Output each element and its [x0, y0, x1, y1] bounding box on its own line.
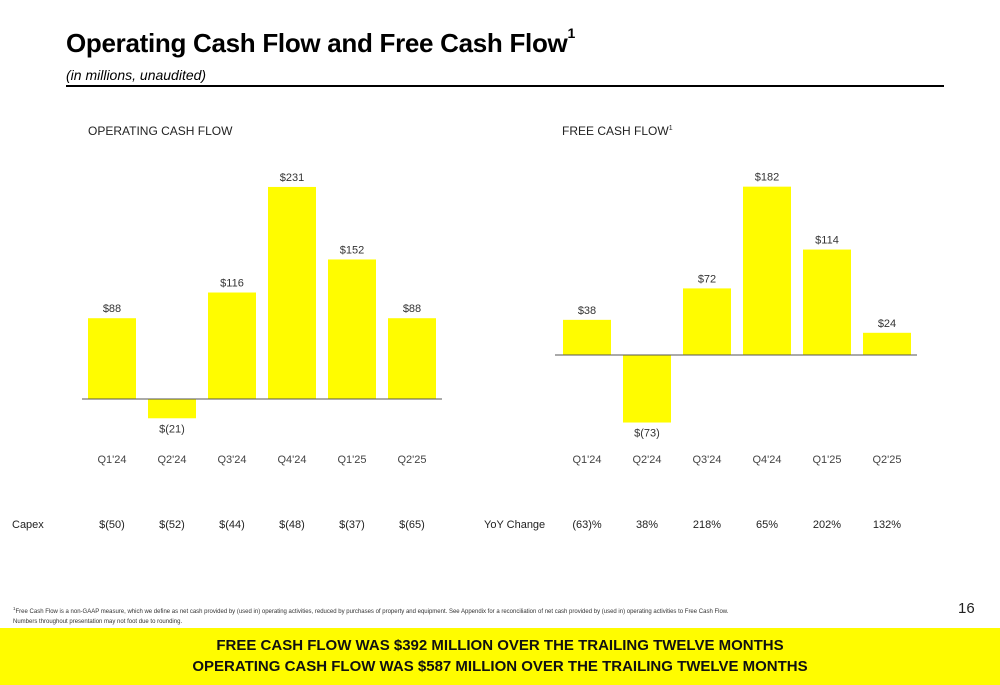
- ocf-chart-title: OPERATING CASH FLOW: [88, 124, 232, 138]
- ocf-chart-title-text: OPERATING CASH FLOW: [88, 124, 233, 138]
- fcf-tick-label-2: Q3'24: [692, 454, 721, 466]
- fcf-bar-5: [863, 332, 911, 355]
- capex-value-3: $(48): [279, 519, 305, 531]
- ocf-data-label-2: $116: [220, 278, 244, 290]
- ocf-tick-label-3: Q4'24: [277, 454, 306, 466]
- capex-label: Capex: [12, 519, 44, 531]
- header-divider: [66, 85, 944, 87]
- capex-value-2: $(44): [219, 519, 245, 531]
- ocf-data-label-1: $(21): [159, 423, 185, 435]
- fcf-bar-4: [803, 249, 851, 355]
- yoy-value-5: 132%: [872, 519, 902, 531]
- fcf-data-label-5: $24: [878, 318, 896, 330]
- capex-value-0: $(50): [99, 519, 125, 531]
- ocf-tick-label-1: Q2'24: [157, 454, 186, 466]
- yoy-value-2: 218%: [692, 519, 722, 531]
- footnote-line-1: Free Cash Flow is a non-GAAP measure, wh…: [15, 609, 729, 615]
- capex-value-5: $(65): [399, 519, 425, 531]
- yoy-value-4: 202%: [812, 519, 842, 531]
- ocf-bar-0: [88, 318, 136, 399]
- fcf-tick-label-5: Q2'25: [872, 454, 901, 466]
- page-title-footnote-marker: 1: [567, 25, 575, 42]
- banner-line-1: FREE CASH FLOW WAS $392 MILLION OVER THE…: [216, 637, 784, 654]
- fcf-chart-title-sup: 1: [668, 125, 673, 132]
- page-number: 16: [958, 600, 975, 617]
- ocf-tick-label-0: Q1'24: [97, 454, 126, 466]
- ocf-data-label-0: $88: [103, 303, 121, 315]
- fcf-data-label-1: $(73): [634, 428, 660, 440]
- ocf-bar-5: [388, 318, 436, 399]
- fcf-chart-title: FREE CASH FLOW1: [562, 124, 673, 138]
- fcf-data-label-4: $114: [815, 235, 839, 247]
- yoy-value-3: 65%: [755, 519, 779, 531]
- capex-value-4: $(37): [339, 519, 365, 531]
- banner-line-2: OPERATING CASH FLOW WAS $587 MILLION OVE…: [192, 658, 808, 675]
- summary-banner: FREE CASH FLOW WAS $392 MILLION OVER THE…: [0, 628, 1000, 685]
- yoy-label: YoY Change: [484, 519, 546, 531]
- fcf-data-label-3: $182: [755, 172, 779, 184]
- fcf-bar-2: [683, 288, 731, 355]
- fcf-tick-label-4: Q1'25: [812, 454, 841, 466]
- fcf-bar-3: [743, 186, 791, 355]
- capex-value-1: $(52): [159, 519, 185, 531]
- page-subtitle: (in millions, unaudited): [66, 67, 207, 83]
- ocf-bar-3: [268, 186, 316, 399]
- ocf-tick-label-5: Q2'25: [397, 454, 426, 466]
- ocf-tick-label-2: Q3'24: [217, 454, 246, 466]
- fcf-data-label-0: $38: [578, 305, 596, 317]
- fcf-bar-0: [563, 319, 611, 355]
- fcf-tick-label-1: Q2'24: [632, 454, 661, 466]
- footnote-marker: 1: [13, 606, 16, 611]
- fcf-tick-label-3: Q4'24: [752, 454, 781, 466]
- ocf-bar-2: [208, 292, 256, 399]
- footnote-line-2: Numbers throughout presentation may not …: [13, 619, 183, 625]
- ocf-tick-label-4: Q1'25: [337, 454, 366, 466]
- yoy-value-1: 38%: [635, 519, 659, 531]
- page-title: Operating Cash Flow and Free Cash Flow1: [66, 25, 575, 59]
- yoy-value-0: (63)%: [572, 519, 602, 531]
- operating-cash-flow-chart: $88 Q1'24 $(21) Q2'24 $116 Q3'24 $231 Q4'24 $152…: [82, 172, 442, 466]
- footnote: 1Free Cash Flow is a non-GAAP measure, w…: [13, 604, 728, 627]
- fcf-bar-1: [623, 355, 671, 423]
- ocf-bar-4: [328, 259, 376, 399]
- ocf-data-label-4: $152: [340, 244, 364, 256]
- free-cash-flow-chart: $38 Q1'24 $(73) Q2'24 $72 Q3'24 $182 Q4'24 $114 Q…: [555, 172, 917, 466]
- fcf-chart-title-text: FREE CASH FLOW: [562, 124, 669, 138]
- ocf-data-label-5: $88: [403, 303, 421, 315]
- fcf-data-label-2: $72: [698, 273, 716, 285]
- page-title-text: Operating Cash Flow and Free Cash Flow: [66, 28, 568, 58]
- fcf-tick-label-0: Q1'24: [572, 454, 601, 466]
- ocf-data-label-3: $231: [280, 172, 304, 184]
- ocf-bar-1: [148, 399, 196, 419]
